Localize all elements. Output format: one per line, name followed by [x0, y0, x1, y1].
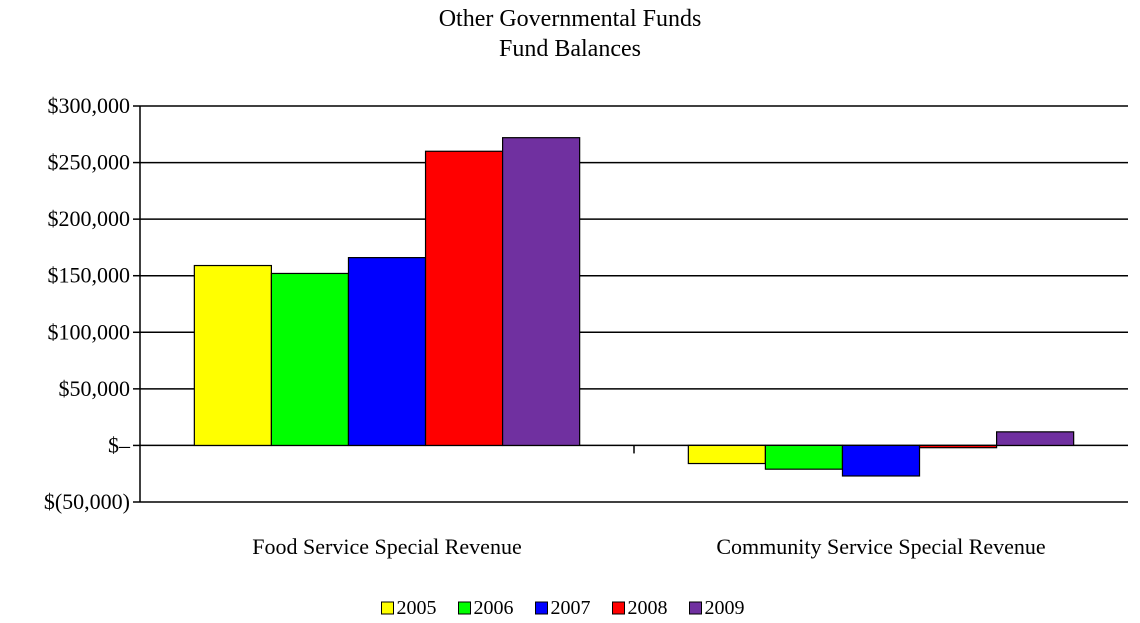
bar-2005-1 — [193, 264, 273, 447]
y-tick-labels: $300,000 $250,000 $200,000 $150,000 $100,000… — [44, 93, 131, 514]
category-labels: Food Service Special Revenue Community Se… — [252, 534, 1045, 559]
y-tick-label: $250,000 — [48, 150, 131, 175]
axes — [133, 105, 635, 503]
y-tick-label: $300,000 — [48, 93, 131, 118]
legend-label: 2009 — [705, 597, 745, 619]
legend-swatch-2005 — [381, 601, 394, 615]
bar-2005-2 — [687, 444, 767, 465]
category-label: Community Service Special Revenue — [716, 534, 1045, 559]
bar-2009-2 — [995, 431, 1075, 447]
legend-swatch-2006 — [458, 601, 471, 615]
y-tick-label: $– — [108, 432, 131, 457]
bars — [193, 137, 1075, 477]
category-label: Food Service Special Revenue — [252, 534, 521, 559]
legend-label: 2007 — [551, 597, 591, 619]
bar-2006-1 — [270, 272, 350, 447]
legend-label: 2006 — [474, 597, 514, 619]
legend-swatch-2009 — [689, 601, 702, 615]
y-tick-label: $(50,000) — [44, 489, 130, 514]
bar-2008-2 — [918, 444, 998, 449]
chart-subtitle: Fund Balances — [499, 36, 641, 62]
legend-label: 2008 — [628, 597, 668, 619]
chart-title: Other Governmental Funds — [439, 6, 702, 32]
legend-swatch-2007 — [535, 601, 548, 615]
legend-label: 2005 — [397, 597, 437, 619]
legend-swatch-2008 — [612, 601, 625, 615]
bar-2008-1 — [424, 150, 504, 447]
legend: 2005 2006 2007 2008 2009 — [381, 597, 745, 619]
bar-2007-1 — [347, 257, 427, 447]
y-tick-label: $100,000 — [48, 319, 131, 344]
y-tick-label: $200,000 — [48, 206, 131, 231]
y-tick-label: $50,000 — [59, 376, 131, 401]
bar-2007-2 — [841, 444, 921, 477]
y-tick-label: $150,000 — [48, 263, 131, 288]
bar-2006-2 — [764, 444, 844, 470]
bar-2009-1 — [501, 137, 581, 447]
